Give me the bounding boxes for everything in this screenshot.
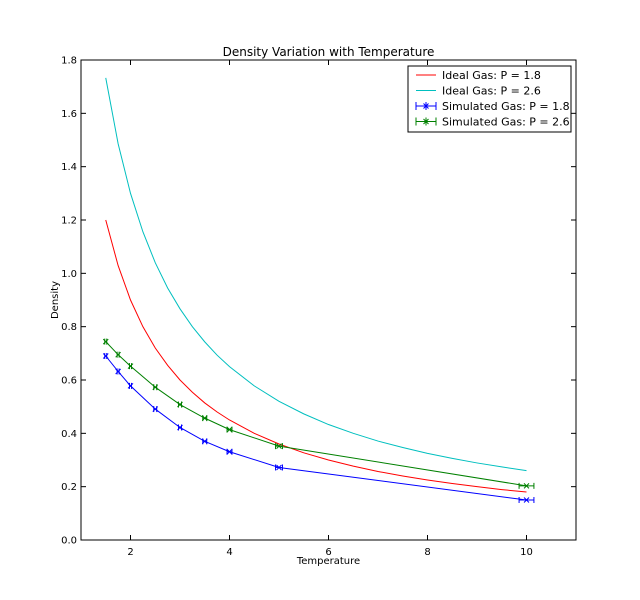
series-3-point bbox=[102, 353, 109, 359]
point-marker bbox=[201, 438, 208, 445]
point-marker bbox=[226, 448, 233, 455]
x-tick-label: 6 bbox=[325, 547, 331, 558]
x-tick-label: 2 bbox=[127, 547, 133, 558]
point-marker bbox=[102, 353, 109, 359]
series-3-point bbox=[177, 424, 183, 431]
series-4-point bbox=[115, 351, 121, 358]
point-marker bbox=[523, 483, 530, 489]
chart-title: Density Variation with Temperature bbox=[223, 45, 435, 59]
series-3-point bbox=[127, 382, 134, 389]
point-marker bbox=[102, 338, 109, 345]
series-4-point bbox=[102, 338, 109, 345]
y-axis-label: Density bbox=[50, 281, 61, 319]
legend-item: Simulated Gas: P = 2.6 bbox=[415, 116, 570, 129]
y-tick-label: 0.8 bbox=[61, 322, 77, 333]
legend: Ideal Gas: P = 1.8 Ideal Gas: P = 2.6 Simu… bbox=[407, 65, 572, 133]
series-4 bbox=[102, 338, 535, 489]
y-tick-label: 1.0 bbox=[61, 269, 77, 280]
legend-marker bbox=[423, 118, 429, 125]
y-tick-label: 1.4 bbox=[61, 162, 77, 173]
point-marker bbox=[177, 401, 183, 408]
series-4-point bbox=[177, 401, 183, 408]
series-2-line bbox=[105, 77, 527, 472]
series-2 bbox=[105, 77, 527, 472]
series-4-point bbox=[275, 443, 283, 450]
series-3-point bbox=[115, 368, 121, 375]
y-tick-label: 1.2 bbox=[61, 216, 77, 227]
legend-item: Ideal Gas: P = 2.6 bbox=[416, 85, 541, 98]
point-marker bbox=[127, 363, 134, 369]
x-tick-label: 4 bbox=[226, 547, 232, 558]
series-layer bbox=[102, 77, 535, 503]
series-3 bbox=[102, 353, 535, 503]
series-1-line bbox=[105, 219, 527, 493]
point-marker bbox=[115, 351, 121, 358]
legend-label: Ideal Gas: P = 2.6 bbox=[442, 85, 541, 98]
series-4-point bbox=[201, 415, 208, 422]
point-marker bbox=[226, 426, 233, 433]
series-1 bbox=[105, 219, 527, 493]
legend-label: Simulated Gas: P = 1.8 bbox=[442, 100, 570, 113]
y-tick-label: 0.4 bbox=[61, 429, 77, 440]
legend-label: Ideal Gas: P = 1.8 bbox=[442, 69, 541, 82]
series-4-point bbox=[152, 384, 159, 391]
series-4-point bbox=[226, 426, 233, 433]
series-4-point bbox=[127, 363, 134, 370]
point-marker bbox=[115, 368, 121, 375]
y-tick-label: 1.6 bbox=[61, 109, 77, 120]
point-marker bbox=[276, 443, 282, 449]
y-tick-label: 1.8 bbox=[61, 56, 77, 67]
series-3-point bbox=[226, 448, 233, 455]
point-marker bbox=[276, 464, 282, 471]
legend-item: Simulated Gas: P = 1.8 bbox=[415, 100, 570, 113]
point-marker bbox=[177, 424, 183, 431]
x-axis-label: Temperature bbox=[296, 556, 360, 567]
series-3-point bbox=[201, 438, 208, 445]
point-marker bbox=[127, 383, 134, 389]
point-marker bbox=[523, 497, 530, 503]
series-3-point bbox=[152, 406, 159, 413]
x-tick-label: 10 bbox=[520, 547, 533, 558]
axes-layer: 2 4 6 8 10 0.0 0.2 0.4 0.6 0.8 1.0 1.2 1.4 1.6 1.8 bbox=[61, 56, 576, 558]
legend-item: Ideal Gas: P = 1.8 bbox=[416, 69, 541, 82]
point-marker bbox=[201, 415, 208, 421]
series-3-point bbox=[518, 497, 535, 503]
y-tick-label: 0.0 bbox=[61, 536, 77, 547]
point-marker bbox=[152, 384, 159, 391]
x-tick-label: 8 bbox=[424, 547, 430, 558]
y-tick-label: 0.6 bbox=[61, 376, 77, 387]
point-marker bbox=[152, 406, 159, 412]
legend-label: Simulated Gas: P = 2.6 bbox=[442, 116, 570, 129]
y-tick-label: 0.2 bbox=[61, 482, 77, 493]
series-4-point bbox=[518, 482, 535, 489]
series-3-point bbox=[275, 464, 283, 471]
legend-marker bbox=[423, 103, 429, 109]
